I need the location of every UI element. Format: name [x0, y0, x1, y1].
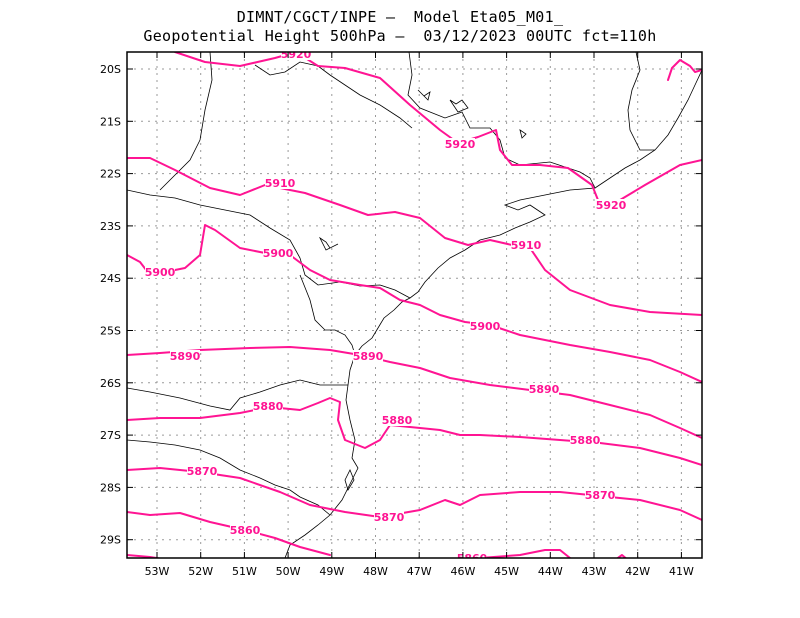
contour-line-5910: [127, 157, 702, 316]
contour-label-bg: [511, 239, 541, 251]
lat-label: 27S: [100, 429, 121, 442]
coastline-northeast: [594, 69, 702, 189]
contour-label-bg: [145, 266, 175, 278]
contour-label-bg: [170, 350, 200, 362]
lat-label: 26S: [100, 377, 121, 390]
contour-line-5860: [473, 549, 571, 558]
contour-line-5920: [667, 59, 702, 81]
contour-label-bg: [585, 489, 615, 501]
contour-label-bg: [253, 400, 283, 412]
contour-line-5890: [127, 346, 702, 439]
contour-label-5890: 5890: [353, 350, 384, 363]
contour-label-bg: [470, 320, 500, 332]
contour-line-5860: [127, 554, 164, 558]
lat-label: 25S: [100, 325, 121, 338]
longitude-axis: 53W 52W 51W 50W 49W 48W 47W 46W 45W 44W 43W 42W 41W: [145, 52, 694, 578]
contour-label-bg: [596, 199, 626, 211]
contour-label-5920: 5920: [596, 199, 627, 212]
lat-label: 22S: [100, 168, 121, 181]
lagoon: [344, 469, 355, 491]
island-1: [449, 99, 469, 113]
latitude-axis: 20S 21S 22S 23S 24S 25S 26S 27S 28S 29S: [100, 63, 702, 547]
contour-label-bg: [445, 138, 475, 150]
contour-label-5860: 5860: [457, 552, 488, 565]
contour-label-5910: 5910: [265, 177, 296, 190]
lat-label: 20S: [100, 63, 121, 76]
contour-label-bg: [281, 52, 311, 60]
lat-label: 24S: [100, 272, 121, 285]
contour-label-5870: 5870: [585, 489, 616, 502]
lon-label: 51W: [232, 565, 257, 578]
contour-label-bg: [187, 465, 217, 477]
lon-label: 43W: [582, 565, 607, 578]
lon-label: 48W: [363, 565, 388, 578]
contour-label-bg: [353, 350, 383, 362]
graticule: [127, 52, 702, 558]
lon-label: 49W: [319, 565, 344, 578]
lat-label: 28S: [100, 481, 121, 494]
state-border-4: [127, 379, 348, 411]
island-2: [318, 236, 339, 251]
contour-label-5900: 5900: [145, 266, 176, 279]
river-border: [299, 274, 356, 356]
contour-label-5900: 5900: [470, 320, 501, 333]
contour-label-bg: [374, 511, 404, 523]
lon-label: 44W: [538, 565, 563, 578]
contour-label-5880: 5880: [253, 400, 284, 413]
lon-label: 52W: [188, 565, 213, 578]
contour-label-5870: 5870: [374, 511, 405, 524]
island-3: [417, 89, 431, 101]
state-border-5: [127, 439, 331, 516]
contour-label-bg: [570, 434, 600, 446]
map-plot-area: [127, 52, 702, 558]
contour-label-5880: 5880: [382, 414, 413, 427]
lon-label: 41W: [669, 565, 694, 578]
contour-label-bg: [529, 383, 559, 395]
contour-line-5860: [616, 554, 628, 558]
contour-line-5860: [127, 511, 331, 556]
contour-label-5860: 5860: [230, 524, 261, 537]
contour-labels: 5920 5920 5920 5910 5910 5900 5900 5900 5890 5890…: [145, 48, 627, 565]
island-4: [519, 129, 527, 139]
lon-label: 46W: [450, 565, 475, 578]
contour-label-5880: 5880: [570, 434, 601, 447]
contour-label-5870: 5870: [187, 465, 218, 478]
lat-label: 23S: [100, 220, 121, 233]
coastline-north: [627, 52, 655, 151]
map-frame: [126, 51, 703, 559]
contour-label-bg: [382, 414, 412, 426]
contour-label-bg: [457, 552, 487, 558]
map-title-line2: Geopotential Height 500hPa — 03/12/2023 …: [143, 27, 657, 45]
contour-label-5920: 5920: [445, 138, 476, 151]
contour-label-bg: [265, 177, 295, 189]
lat-label: 21S: [100, 115, 121, 128]
state-border-3: [254, 61, 413, 129]
lat-label: 29S: [100, 534, 121, 547]
contour-label-5890: 5890: [170, 350, 201, 363]
lon-label: 47W: [407, 565, 432, 578]
lon-label: 42W: [625, 565, 650, 578]
contour-label-5920: 5920: [281, 48, 312, 61]
contour-label-5890: 5890: [529, 383, 560, 396]
lon-label: 45W: [494, 565, 519, 578]
contour-label-5900: 5900: [263, 247, 294, 260]
lon-label: 53W: [145, 565, 170, 578]
state-border-2: [159, 52, 213, 191]
contour-line-5900: [127, 224, 702, 383]
lon-label: 50W: [276, 565, 301, 578]
contour-label-bg: [263, 247, 293, 259]
contour-label-5910: 5910: [511, 239, 542, 252]
contour-label-bg: [230, 524, 260, 536]
map-title-line1: DIMNT/CGCT/INPE — Model Eta05_M01_: [236, 8, 564, 26]
